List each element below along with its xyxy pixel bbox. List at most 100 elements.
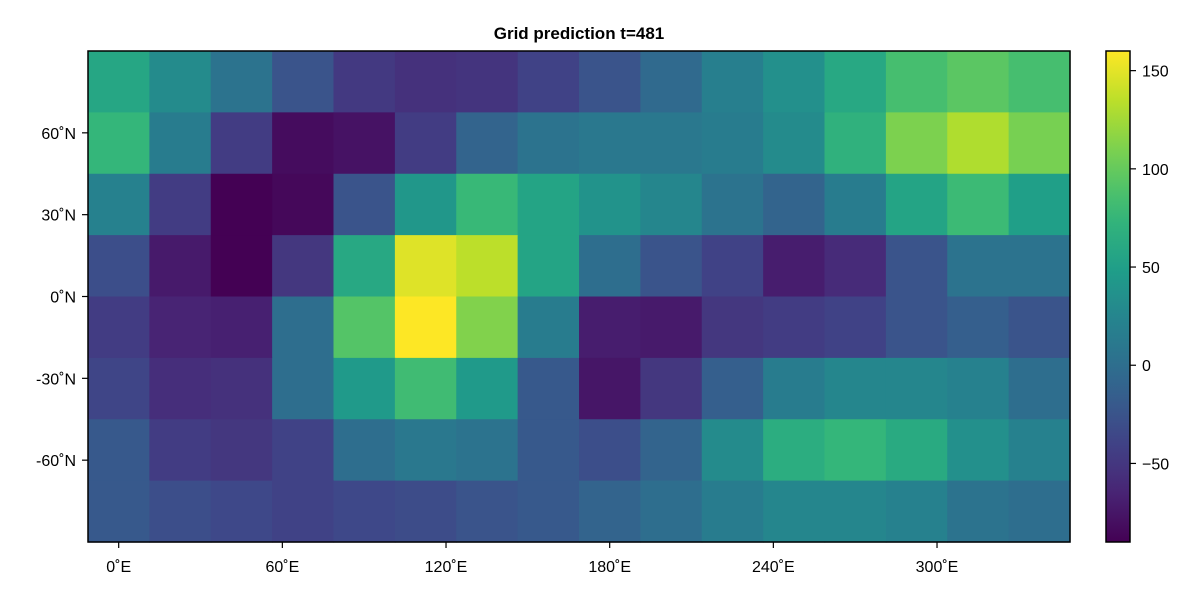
heatmap-cell: [456, 357, 519, 420]
x-tick-label: 0˚E: [106, 559, 131, 576]
heatmap-cell: [640, 51, 703, 113]
heatmap-cell: [272, 480, 335, 543]
heatmap-cell: [517, 357, 580, 420]
colorbar: [1105, 50, 1131, 543]
heatmap-cell: [947, 419, 1010, 482]
heatmap-cell: [149, 419, 212, 482]
x-tick-label: 120˚E: [425, 559, 468, 576]
heatmap-cell: [333, 51, 396, 113]
heatmap-cell: [640, 357, 703, 420]
heatmap-cell: [333, 419, 396, 482]
colorbar-tick-label: 50: [1142, 260, 1160, 277]
heatmap-cell: [394, 357, 457, 420]
heatmap-cell: [885, 419, 948, 482]
heatmap-cell: [517, 173, 580, 236]
heatmap-cell: [333, 173, 396, 236]
colorbar-tick-label: −50: [1142, 456, 1169, 473]
heatmap-cell: [456, 296, 519, 359]
colorbar-tick-label: 100: [1142, 162, 1169, 179]
heatmap-cell: [272, 51, 335, 113]
heatmap-cell: [763, 419, 826, 482]
heatmap-cell: [272, 419, 335, 482]
heatmap-cell: [824, 173, 887, 236]
heatmap-cell: [824, 296, 887, 359]
heatmap-cell: [88, 112, 150, 175]
heatmap-cell: [88, 296, 150, 359]
colorbar-axis: 150 100 50 0 −50: [1130, 64, 1169, 473]
heatmap-cell: [701, 296, 764, 359]
heatmap-cell: [88, 235, 150, 298]
heatmap-cell: [885, 173, 948, 236]
heatmap-cell: [701, 51, 764, 113]
heatmap-cell: [701, 173, 764, 236]
heatmap-cell: [456, 173, 519, 236]
heatmap-cell: [1008, 173, 1071, 236]
heatmap-cell: [1008, 480, 1071, 543]
heatmap-cell: [701, 235, 764, 298]
y-tick-label: -60˚N: [36, 453, 76, 470]
heatmap-cell: [210, 296, 273, 359]
heatmap-cell: [149, 112, 212, 175]
heatmap-cell: [517, 51, 580, 113]
y-tick-label: -30˚N: [36, 371, 76, 388]
heatmap-cell: [885, 112, 948, 175]
heatmap-cell: [149, 357, 212, 420]
heatmap-cell: [763, 51, 826, 113]
heatmap-cell: [210, 419, 273, 482]
x-tick-label: 180˚E: [588, 559, 631, 576]
heatmap-cell: [210, 173, 273, 236]
x-tick-label: 60˚E: [265, 559, 299, 576]
heatmap-cell: [824, 235, 887, 298]
heatmap-cell: [394, 419, 457, 482]
heatmap-cell: [517, 480, 580, 543]
heatmap-cell: [394, 112, 457, 175]
heatmap-cell: [640, 235, 703, 298]
heatmap-cell: [272, 357, 335, 420]
heatmap-cell: [701, 419, 764, 482]
heatmap-cell: [947, 480, 1010, 543]
heatmap-cell: [517, 419, 580, 482]
chart-title: Grid prediction t=481: [494, 24, 665, 43]
heatmap-cell: [333, 235, 396, 298]
heatmap-cell: [149, 51, 212, 113]
heatmap-cell: [763, 480, 826, 543]
heatmap-cell: [763, 296, 826, 359]
heatmap-cell: [210, 480, 273, 543]
heatmap-cell: [885, 51, 948, 113]
heatmap-cell: [88, 51, 150, 113]
heatmap-cell: [272, 112, 335, 175]
heatmap-cell: [947, 112, 1010, 175]
heatmap-cell: [149, 173, 212, 236]
heatmap-cell: [640, 296, 703, 359]
heatmap-cell: [272, 296, 335, 359]
heatmap-cell: [210, 112, 273, 175]
heatmap-cell: [456, 51, 519, 113]
heatmap-cell: [947, 235, 1010, 298]
heatmap-cell: [394, 51, 457, 113]
heatmap-cell: [1008, 296, 1071, 359]
y-axis: 60˚N 30˚N 0˚N -30˚N -60˚N: [36, 126, 88, 470]
heatmap-cell: [456, 112, 519, 175]
heatmap-cell: [824, 419, 887, 482]
heatmap-cell: [1008, 419, 1071, 482]
heatmap-cell: [763, 357, 826, 420]
x-tick-label: 300˚E: [916, 559, 959, 576]
heatmap-cell: [640, 173, 703, 236]
colorbar-tick-label: 0: [1142, 358, 1151, 375]
heatmap-cell: [88, 357, 150, 420]
heatmap-cell: [640, 480, 703, 543]
heatmap-cells: [88, 51, 1071, 543]
heatmap-cell: [640, 112, 703, 175]
heatmap-cell: [333, 357, 396, 420]
heatmap-cell: [763, 112, 826, 175]
heatmap-cell: [701, 480, 764, 543]
heatmap-cell: [701, 357, 764, 420]
heatmap-cell: [517, 296, 580, 359]
heatmap-cell: [763, 235, 826, 298]
heatmap-cell: [272, 235, 335, 298]
y-tick-label: 30˚N: [41, 208, 76, 225]
heatmap-cell: [885, 296, 948, 359]
heatmap-cell: [517, 112, 580, 175]
heatmap-cell: [1008, 235, 1071, 298]
